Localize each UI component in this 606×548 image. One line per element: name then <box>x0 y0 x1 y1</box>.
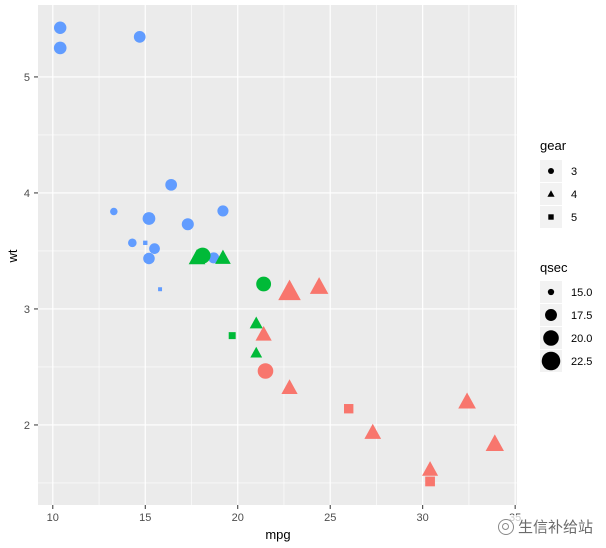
data-point-triangle <box>281 379 298 394</box>
data-points <box>53 21 504 487</box>
data-point-circle <box>257 363 274 379</box>
legend-gear-label: 5 <box>571 212 577 224</box>
data-point-circle <box>149 243 160 254</box>
legend-qsec: qsec 15.0 17.5 20.0 22.5 <box>540 260 592 372</box>
data-point-square <box>228 332 236 340</box>
x-tick-label: 10 <box>47 512 59 524</box>
data-point-square <box>158 287 163 292</box>
data-point-square <box>425 476 435 487</box>
watermark: 生信补给站 <box>494 515 596 538</box>
data-point-triangle <box>364 423 382 439</box>
legend-gear: gear 3 4 5 <box>540 138 577 228</box>
minor-gridlines <box>38 5 517 505</box>
data-point-circle <box>217 205 229 217</box>
data-point-circle <box>110 207 118 216</box>
data-point-circle <box>142 212 156 225</box>
data-point-triangle <box>422 461 439 476</box>
legend-qsec-label: 20.0 <box>571 333 592 345</box>
legend-qsec-circle-icon <box>541 351 561 371</box>
data-point-triangle <box>188 249 206 265</box>
data-point-circle <box>256 276 272 292</box>
data-point-circle <box>165 178 178 191</box>
wechat-icon <box>497 518 514 535</box>
legend-gear-label: 4 <box>571 189 577 201</box>
data-point-circle <box>53 21 67 34</box>
legend-gear-circle-icon <box>548 168 554 174</box>
legend-qsec-circle-icon <box>547 288 555 296</box>
data-point-triangle <box>278 279 301 301</box>
data-point-triangle <box>249 316 263 329</box>
data-point-square <box>344 404 354 414</box>
legend-gear-label: 3 <box>571 166 577 178</box>
x-tick-label: 25 <box>324 512 336 524</box>
y-tick-label: 2 <box>24 420 30 432</box>
data-point-triangle <box>485 434 504 452</box>
legend-qsec-label: 17.5 <box>571 310 592 322</box>
y-tick-label: 3 <box>24 304 30 316</box>
data-point-triangle <box>309 277 329 294</box>
watermark-text: 生信补给站 <box>517 518 593 536</box>
y-tick-label: 4 <box>24 188 30 200</box>
data-point-circle <box>143 252 155 265</box>
data-point-circle <box>53 41 67 55</box>
legend-qsec-circle-icon <box>545 309 557 321</box>
y-tick-label: 5 <box>24 72 30 84</box>
legend-gear-title: gear <box>540 138 567 153</box>
legend-gear-triangle-icon <box>547 190 555 197</box>
legend-qsec-title: qsec <box>540 260 568 275</box>
data-point-triangle <box>458 392 476 409</box>
x-axis-ticks: 101520253035 <box>47 505 521 524</box>
data-point-triangle <box>250 346 263 358</box>
data-point-square <box>143 240 148 245</box>
data-point-triangle <box>215 249 231 264</box>
y-axis-title: wt <box>5 249 20 263</box>
legend-qsec-label: 22.5 <box>571 356 592 368</box>
data-point-circle <box>181 218 194 231</box>
data-point-circle <box>208 252 220 264</box>
x-tick-label: 30 <box>417 512 429 524</box>
major-gridlines <box>38 5 517 505</box>
plot-panel <box>38 5 517 505</box>
legend-qsec-label: 15.0 <box>571 287 592 299</box>
x-tick-label: 20 <box>232 512 244 524</box>
x-axis-title: mpg <box>265 527 290 542</box>
data-point-circle <box>128 238 137 248</box>
x-tick-label: 15 <box>139 512 151 524</box>
legend-gear-square-icon <box>548 214 554 220</box>
y-axis-ticks: 2 3 4 5 <box>24 72 38 432</box>
data-point-triangle <box>255 325 272 341</box>
data-point-circle <box>133 31 146 43</box>
legend-qsec-circle-icon <box>543 330 559 346</box>
